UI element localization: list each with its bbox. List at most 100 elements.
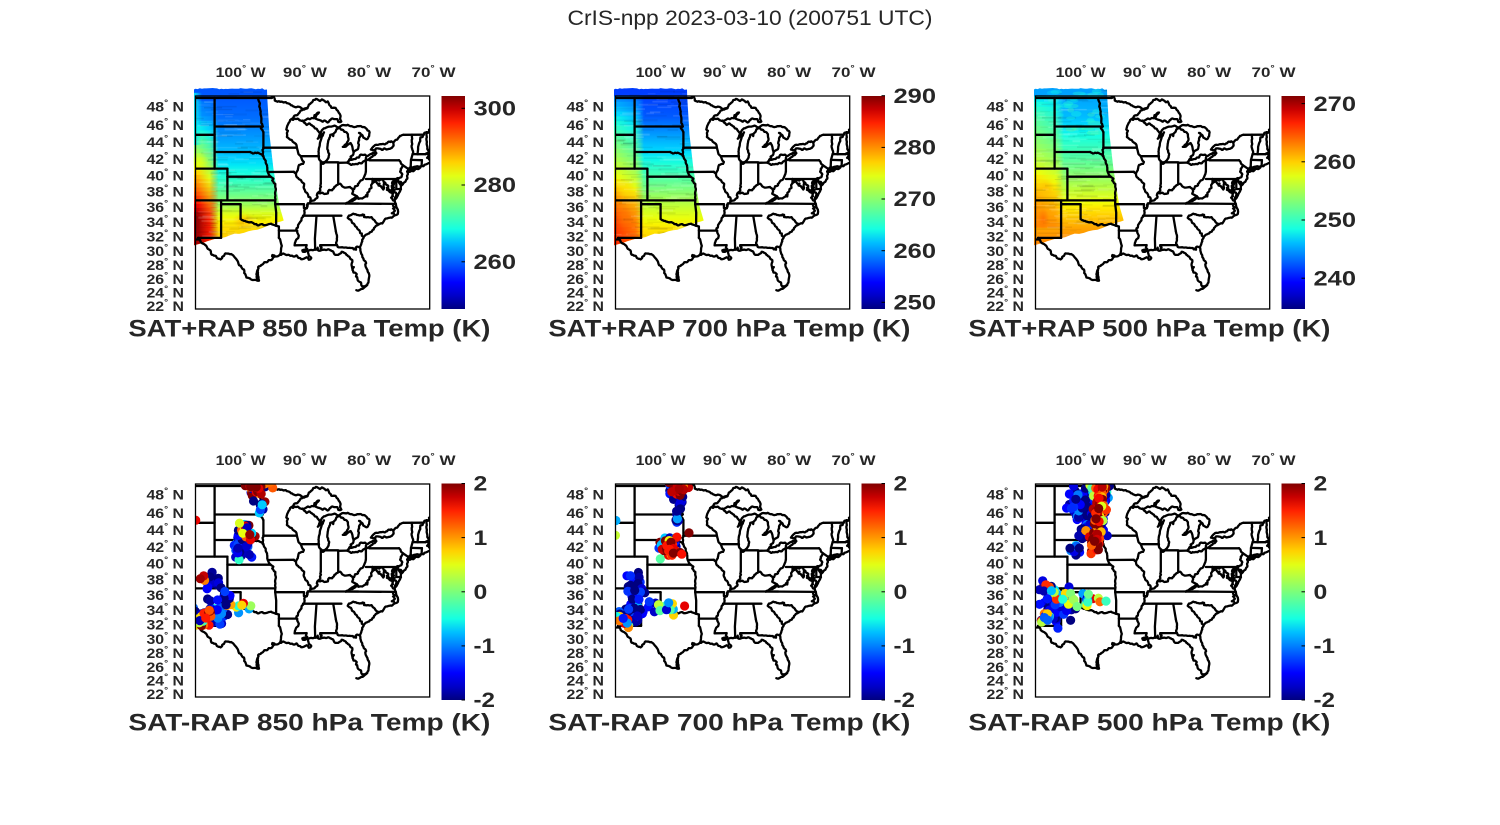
svg-text:44° N: 44 ° N [567, 133, 605, 151]
svg-text:270: 270 [1314, 93, 1357, 116]
svg-text:24° N: 24 ° N [147, 284, 185, 302]
svg-text:SAT-RAP 500 hPa Temp (K): SAT-RAP 500 hPa Temp (K) [968, 710, 1330, 737]
svg-text:26° N: 26 ° N [147, 658, 185, 676]
svg-text:SAT-RAP 700 hPa Temp (K): SAT-RAP 700 hPa Temp (K) [548, 710, 910, 737]
svg-text:1: 1 [474, 527, 488, 550]
svg-text:46° N: 46 ° N [987, 504, 1025, 522]
svg-text:42° N: 42 ° N [567, 538, 605, 556]
svg-text:36° N: 36 ° N [567, 198, 605, 216]
svg-text:24° N: 24 ° N [987, 284, 1025, 302]
svg-text:32° N: 32 ° N [987, 228, 1025, 246]
svg-text:24° N: 24 ° N [567, 672, 605, 690]
svg-text:36° N: 36 ° N [987, 198, 1025, 216]
svg-text:36° N: 36 ° N [147, 198, 185, 216]
svg-text:100° W: 100 ° W [216, 451, 267, 469]
svg-text:2: 2 [474, 473, 488, 496]
svg-text:90° W: 90 ° W [703, 451, 748, 469]
svg-text:24° N: 24 ° N [987, 672, 1025, 690]
svg-text:250: 250 [894, 292, 937, 315]
svg-text:42° N: 42 ° N [567, 150, 605, 168]
svg-text:1: 1 [1314, 527, 1328, 550]
svg-text:0: 0 [1314, 581, 1328, 604]
svg-text:28° N: 28 ° N [987, 644, 1025, 662]
svg-text:SAT+RAP 500 hPa Temp (K): SAT+RAP 500 hPa Temp (K) [968, 316, 1330, 343]
svg-text:28° N: 28 ° N [567, 256, 605, 274]
svg-text:48° N: 48 ° N [567, 98, 605, 116]
svg-text:26° N: 26 ° N [567, 658, 605, 676]
svg-text:-1: -1 [474, 635, 496, 658]
svg-text:40° N: 40 ° N [147, 555, 185, 573]
svg-text:30° N: 30 ° N [987, 630, 1025, 648]
svg-text:CrIS-npp 2023-03-10 (200751 UT: CrIS-npp 2023-03-10 (200751 UTC) [568, 7, 933, 30]
svg-text:28° N: 28 ° N [567, 644, 605, 662]
svg-text:38° N: 38 ° N [147, 570, 185, 588]
svg-text:80° W: 80 ° W [1187, 63, 1232, 81]
svg-text:28° N: 28 ° N [147, 644, 185, 662]
svg-text:32° N: 32 ° N [147, 616, 185, 634]
svg-text:70° W: 70 ° W [1252, 451, 1297, 469]
svg-text:32° N: 32 ° N [567, 616, 605, 634]
svg-text:46° N: 46 ° N [567, 504, 605, 522]
svg-text:100° W: 100 ° W [636, 63, 687, 81]
svg-text:38° N: 38 ° N [567, 570, 605, 588]
svg-text:270: 270 [894, 188, 937, 211]
svg-text:SAT+RAP 850 hPa Temp (K): SAT+RAP 850 hPa Temp (K) [128, 316, 490, 343]
svg-text:44° N: 44 ° N [147, 521, 185, 539]
svg-text:40° N: 40 ° N [987, 555, 1025, 573]
svg-text:36° N: 36 ° N [987, 586, 1025, 604]
svg-text:80° W: 80 ° W [767, 63, 812, 81]
svg-text:100° W: 100 ° W [1056, 63, 1107, 81]
svg-text:42° N: 42 ° N [987, 538, 1025, 556]
svg-text:260: 260 [894, 240, 937, 263]
svg-text:26° N: 26 ° N [987, 658, 1025, 676]
svg-text:46° N: 46 ° N [147, 504, 185, 522]
svg-text:-2: -2 [474, 689, 496, 712]
svg-text:0: 0 [894, 581, 908, 604]
svg-text:240: 240 [1314, 267, 1357, 290]
svg-text:260: 260 [474, 251, 517, 274]
svg-text:90° W: 90 ° W [283, 63, 328, 81]
svg-text:300: 300 [474, 98, 517, 121]
svg-text:28° N: 28 ° N [147, 256, 185, 274]
svg-text:36° N: 36 ° N [147, 586, 185, 604]
svg-text:30° N: 30 ° N [147, 630, 185, 648]
svg-text:30° N: 30 ° N [567, 630, 605, 648]
svg-text:44° N: 44 ° N [147, 133, 185, 151]
svg-text:46° N: 46 ° N [987, 116, 1025, 134]
svg-text:42° N: 42 ° N [147, 538, 185, 556]
svg-text:38° N: 38 ° N [567, 182, 605, 200]
svg-text:44° N: 44 ° N [567, 521, 605, 539]
svg-text:22° N: 22 ° N [567, 685, 605, 703]
svg-text:34° N: 34 ° N [567, 601, 605, 619]
svg-text:70° W: 70 ° W [412, 451, 457, 469]
svg-text:42° N: 42 ° N [147, 150, 185, 168]
svg-text:48° N: 48 ° N [987, 98, 1025, 116]
svg-text:32° N: 32 ° N [567, 228, 605, 246]
svg-text:36° N: 36 ° N [567, 586, 605, 604]
svg-text:34° N: 34 ° N [987, 213, 1025, 231]
svg-text:280: 280 [894, 137, 937, 160]
svg-text:250: 250 [1314, 209, 1357, 232]
svg-text:2: 2 [894, 473, 908, 496]
svg-text:32° N: 32 ° N [987, 616, 1025, 634]
svg-text:40° N: 40 ° N [147, 167, 185, 185]
svg-text:30° N: 30 ° N [567, 242, 605, 260]
svg-text:40° N: 40 ° N [567, 555, 605, 573]
svg-text:80° W: 80 ° W [1187, 451, 1232, 469]
svg-text:70° W: 70 ° W [412, 63, 457, 81]
svg-text:22° N: 22 ° N [987, 685, 1025, 703]
svg-text:2: 2 [1314, 473, 1328, 496]
svg-text:90° W: 90 ° W [283, 451, 328, 469]
svg-text:22° N: 22 ° N [567, 297, 605, 315]
svg-text:1: 1 [894, 527, 908, 550]
svg-text:90° W: 90 ° W [703, 63, 748, 81]
svg-text:22° N: 22 ° N [147, 297, 185, 315]
svg-text:46° N: 46 ° N [567, 116, 605, 134]
svg-text:44° N: 44 ° N [987, 521, 1025, 539]
svg-text:48° N: 48 ° N [987, 486, 1025, 504]
svg-text:260: 260 [1314, 151, 1357, 174]
svg-text:48° N: 48 ° N [567, 486, 605, 504]
svg-text:26° N: 26 ° N [147, 270, 185, 288]
svg-text:38° N: 38 ° N [987, 570, 1025, 588]
svg-text:48° N: 48 ° N [147, 486, 185, 504]
